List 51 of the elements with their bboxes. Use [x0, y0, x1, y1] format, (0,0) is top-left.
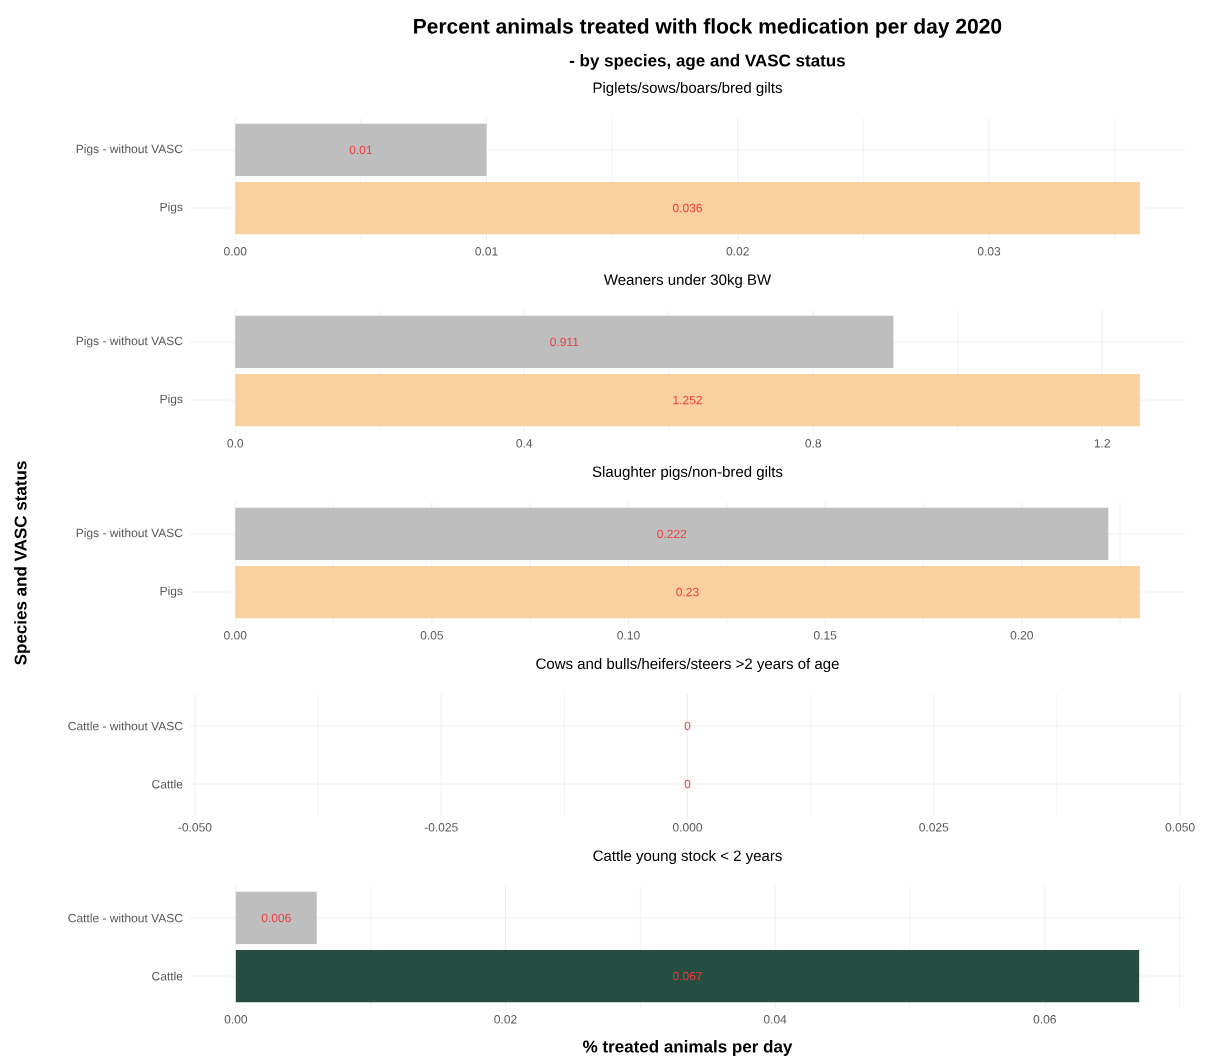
data-label: 0.222	[657, 529, 687, 539]
y-tick-label: Pigs	[160, 586, 183, 598]
y-tick-label: Cattle	[152, 971, 183, 981]
x-tick-label: -0.025	[424, 823, 458, 832]
text: Percent animals treated with flock medication per day 2020	[414, 18, 1002, 38]
x-tick-label: 0.02	[726, 247, 749, 256]
chart-title: Cows and bulls/heifers/steers >2 years of age	[536, 658, 839, 672]
chart-title: Piglets/sows/boars/bred gilts	[593, 82, 782, 96]
x-tick-label: 0.0	[227, 439, 244, 448]
x-tick-label: -0.050	[178, 823, 212, 832]
y-tick-label: Cattle	[152, 779, 183, 789]
x-tick-label: 0.10	[617, 631, 640, 640]
data-label: 0.23	[676, 587, 699, 597]
x-tick-label: 1.2	[1094, 439, 1110, 448]
data-label: 0	[684, 721, 691, 731]
x-tick-label: 0.15	[813, 631, 837, 640]
data-label: 0.036	[672, 203, 702, 213]
y-tick-label: Pigs	[160, 394, 183, 406]
chart-title: Weaners under 30kg BW	[603, 274, 772, 288]
y-tick-label: Pigs - without VASC	[76, 336, 183, 348]
x-tick-label: 0.05	[420, 631, 444, 640]
x-tick-label: 0.04	[763, 1015, 787, 1024]
x-tick-label: 0.02	[494, 1015, 517, 1024]
data-label: 0.067	[672, 971, 702, 981]
x-tick-label: 0.050	[1165, 823, 1195, 832]
x-tick-label: 0.8	[805, 439, 822, 448]
data-label: 0.911	[550, 337, 579, 347]
y-tick-label: Cattle - without VASC	[68, 721, 183, 731]
x-tick-label: 0.000	[672, 823, 703, 832]
y-tick-label: Pigs - without VASC	[76, 528, 183, 540]
chart-title: Slaughter pigs/non-bred gilts	[592, 466, 783, 480]
y-tick-label: Cattle - without VASC	[68, 913, 183, 923]
x-tick-label: 0.00	[224, 247, 247, 256]
y-tick-label: Pigs - without VASC	[76, 144, 183, 156]
data-label: 0	[684, 779, 691, 789]
data-label: 0.01	[349, 145, 372, 155]
x-axis-title: % treated animals per day	[583, 1040, 793, 1056]
x-tick-label: 0.03	[977, 247, 1001, 256]
chart-title: Cattle young stock < 2 years	[593, 850, 782, 864]
data-label: 1.252	[673, 395, 702, 405]
x-tick-label: 0.00	[224, 631, 247, 640]
data-label: 0.006	[261, 913, 291, 923]
x-tick-label: 0.025	[919, 823, 949, 832]
y-tick-label: Pigs	[160, 202, 183, 214]
x-tick-label: 0.06	[1033, 1015, 1056, 1024]
x-tick-label: 0.20	[1010, 631, 1034, 640]
y-axis-title: Species and VASC status	[14, 461, 30, 665]
x-tick-label: 0.4	[516, 439, 533, 448]
text: - by species, age and VASC status	[569, 54, 845, 70]
x-tick-label: 0.01	[475, 247, 498, 256]
x-tick-label: 0.00	[224, 1015, 248, 1024]
